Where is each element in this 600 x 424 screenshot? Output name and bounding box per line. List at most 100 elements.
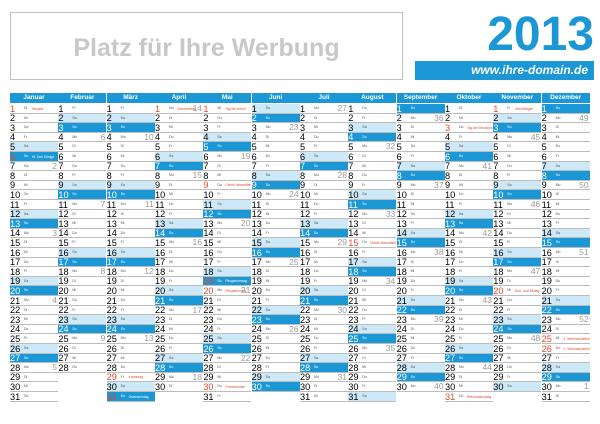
day-number: 10 [251, 190, 262, 200]
weekday-label: Di [168, 115, 173, 120]
day-cell: 27 Mo 22 [203, 354, 252, 364]
day-number: 9 [396, 180, 402, 191]
weekday-label: Di [120, 211, 124, 216]
week-number: 16 [192, 238, 202, 248]
weekday-label: Mi [507, 221, 511, 226]
day-cell: 17 So [58, 257, 107, 268]
weekday-label: Mo [507, 269, 513, 274]
day-number: 7 [444, 161, 451, 172]
holiday-label: Pfingstmontag [225, 288, 247, 293]
day-cell: 24 Do [10, 325, 58, 335]
weekday-label: Mo [555, 182, 561, 187]
day-number: 3 [348, 123, 354, 133]
weekday-label: So [120, 192, 125, 197]
day-number: 14 [203, 228, 214, 239]
day-cell: 24 So [106, 324, 155, 335]
weekday-label: Di [168, 250, 173, 254]
day-number: 27 [106, 353, 117, 364]
day-cell: 19 Do [541, 277, 590, 287]
weekday-label: Do [555, 278, 561, 283]
day-cell: 29 Mi [203, 373, 252, 383]
week-number: 41 [482, 161, 492, 171]
weekday-label: Mo [555, 317, 561, 322]
day-cell: 6 Di [348, 152, 397, 162]
day-cell: 19 Fr [299, 277, 348, 287]
day-number: 22 [251, 305, 262, 316]
day-number: 2 [493, 113, 499, 124]
day-number: 27 [396, 353, 407, 364]
day-number: 9 [106, 180, 112, 191]
weekday-label: Fr [362, 250, 366, 254]
day-number: 29 [541, 372, 552, 383]
month-header: März [106, 93, 155, 103]
day-number: 4 [251, 132, 257, 143]
day-cell: 27 Mi [493, 354, 542, 364]
day-cell: 27 Fr [541, 354, 590, 364]
day-cell: 8 Do [348, 171, 397, 181]
day-number: 5 [10, 142, 16, 152]
day-cell: 28 Di [203, 363, 252, 373]
day-cell: 26 Fr [299, 344, 348, 354]
day-cell: 31 Di [541, 392, 590, 402]
day-cell: 6 So Hl. Drei Könige [10, 152, 58, 162]
weekday-label: So [410, 106, 415, 110]
day-number: 27 [251, 353, 262, 364]
day-cell: 3 So [106, 123, 155, 133]
weekday-label: Di [313, 250, 318, 254]
day-cell: 30 So [251, 382, 300, 392]
day-number: 5 [154, 142, 161, 152]
day-number: 18 [348, 267, 359, 277]
day-number: 11 [10, 200, 20, 210]
day-number: 7 [58, 161, 64, 172]
day-number: 2 [299, 113, 306, 124]
weekday-label: Do [120, 163, 126, 168]
day-number: 4 [58, 132, 64, 143]
day-number: 4 [396, 132, 402, 143]
day-cell: 22 Do [348, 306, 397, 316]
weekday-label: So [168, 230, 174, 235]
day-cell: 1 Mo 27 [299, 104, 348, 114]
day-number: 11 [493, 200, 503, 210]
day-cell: 16 Sa [493, 248, 542, 258]
day-cell: 3 Do [10, 123, 58, 133]
weekday-label: So [555, 173, 560, 178]
day-cell: 25 Do [154, 334, 203, 344]
weekday-label: Sa [120, 115, 125, 120]
weekday-label: Do [313, 336, 319, 341]
weekday-label: Di [410, 125, 414, 130]
day-cell: 4 Di [251, 132, 300, 143]
week-number: 34 [385, 276, 396, 286]
day-number: 22 [396, 305, 407, 316]
weekday-label: Di [217, 163, 221, 168]
day-cell: 13 Do [251, 219, 300, 229]
week-number: 2 [52, 161, 57, 171]
year-title: 2013 [487, 8, 594, 61]
day-cell: 7 Do [58, 161, 107, 172]
day-number: 24 [251, 324, 262, 335]
day-cell: 15 Di [444, 238, 493, 248]
weekday-label: Mo [313, 173, 319, 178]
weekday-label: Fr [72, 240, 76, 245]
day-number: 30 [154, 382, 166, 392]
day-cell: 5 Sa [444, 142, 493, 152]
weekday-label: Mi [72, 221, 77, 226]
weekday-label: Sa [217, 336, 222, 341]
day-cell: 1 Fr Allerheiligen [493, 104, 542, 114]
weekday-label: Sa [410, 298, 415, 302]
day-number: 4 [541, 132, 547, 143]
day-number: 12 [493, 209, 504, 220]
day-number: 10 [154, 190, 166, 200]
day-cell: 29 So [396, 372, 445, 383]
week-number: 1 [583, 382, 589, 392]
day-cell: 18 Mo 47 [493, 267, 542, 277]
day-cell: 22 So [396, 305, 445, 316]
weekday-label: Sa [410, 365, 415, 370]
day-number: 30 [299, 382, 311, 392]
day-number: 9 [541, 180, 547, 191]
day-number: 26 [541, 344, 552, 354]
weekday-label: Mo [24, 365, 29, 370]
day-cell: 5 Do [396, 142, 445, 152]
day-number: 3 [444, 123, 451, 133]
day-cell: 3 So [493, 123, 542, 133]
weekday-label: Mi [458, 384, 463, 389]
